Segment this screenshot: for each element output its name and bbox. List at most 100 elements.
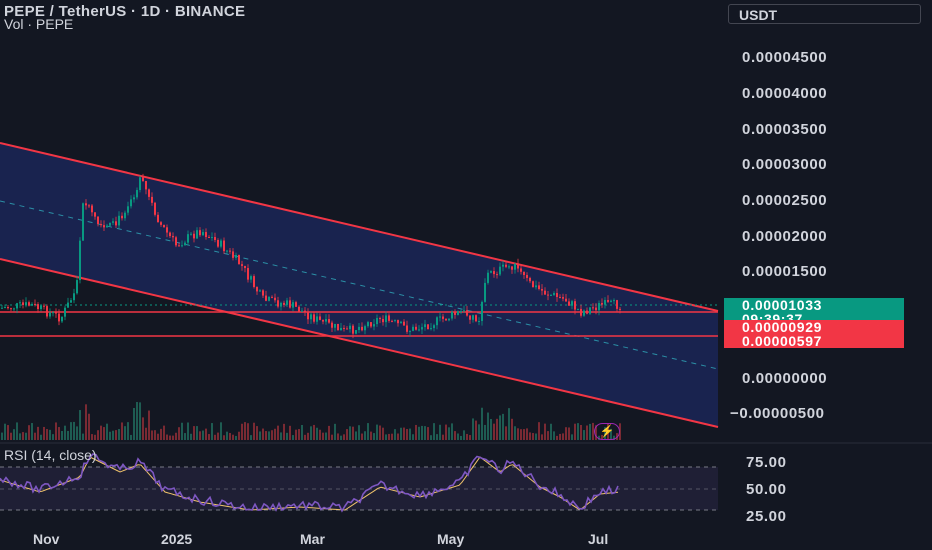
volume-bar <box>70 422 72 440</box>
candle-body <box>70 300 72 303</box>
volume-bar <box>370 431 372 440</box>
candle-body <box>586 310 588 314</box>
volume-bar <box>67 430 69 440</box>
candle-body <box>439 316 441 318</box>
volume-bar <box>133 408 135 440</box>
volume-bar <box>565 427 567 440</box>
volume-bar <box>412 434 414 440</box>
candle-body <box>43 305 45 307</box>
candle-body <box>469 315 471 320</box>
candle-body <box>325 319 327 322</box>
volume-bar <box>277 425 279 440</box>
candle-body <box>157 214 159 223</box>
volume-bar <box>76 426 78 440</box>
candle-body <box>229 250 231 252</box>
volume-bar <box>505 426 507 440</box>
volume-bar <box>274 428 276 440</box>
volume-bar <box>445 424 447 440</box>
symbol-title[interactable]: PEPE / TetherUS · 1D · BINANCE <box>4 3 246 20</box>
candle-body <box>418 329 420 331</box>
volume-bar <box>448 427 450 440</box>
candle-body <box>373 324 375 327</box>
volume-bar <box>265 431 267 440</box>
price-tick: 0.00002500 <box>742 192 828 209</box>
candle-body <box>358 326 360 331</box>
candle-body <box>490 271 492 273</box>
volume-bar <box>181 422 183 440</box>
volume-bar <box>7 425 9 440</box>
volume-bar <box>325 432 327 440</box>
volume-label[interactable]: Vol · PEPE <box>4 16 74 32</box>
volume-bar <box>373 433 375 440</box>
candle-body <box>535 285 537 288</box>
candle-body <box>313 314 315 322</box>
volume-bar <box>487 412 489 440</box>
candle-body <box>199 230 201 236</box>
lightning-icon[interactable]: ⚡ <box>594 423 620 440</box>
candle-body <box>34 303 36 305</box>
volume-bar <box>103 427 105 440</box>
volume-bar <box>91 434 93 440</box>
volume-bar <box>256 426 258 440</box>
currency-button[interactable]: USDT <box>728 4 921 24</box>
candle-body <box>394 320 396 322</box>
price-tick: 0.00004500 <box>742 49 828 66</box>
candle-body <box>427 324 429 330</box>
candle-body <box>1 307 3 309</box>
candle-body <box>115 221 117 226</box>
volume-bar <box>199 431 201 440</box>
candle-body <box>544 290 546 295</box>
candle-body <box>136 190 138 198</box>
volume-bar <box>31 423 33 440</box>
volume-bar <box>358 425 360 440</box>
candle-body <box>85 203 87 206</box>
candle-body <box>361 326 363 331</box>
volume-bar <box>460 435 462 440</box>
rsi-label[interactable]: RSI (14, close) <box>4 447 97 463</box>
candle-body <box>220 240 222 247</box>
volume-bar <box>343 434 345 440</box>
candle-body <box>295 302 297 307</box>
candle-body <box>145 181 147 190</box>
candle-body <box>349 325 351 330</box>
candle-body <box>508 266 510 268</box>
volume-bar <box>97 430 99 440</box>
candle-body <box>352 325 354 334</box>
candle-body <box>337 323 339 331</box>
candle-body <box>277 300 279 307</box>
candle-body <box>121 215 123 219</box>
candle-body <box>130 199 132 207</box>
candle-body <box>310 314 312 320</box>
volume-bar <box>64 425 66 440</box>
candle-body <box>430 328 432 330</box>
candle-body <box>109 222 111 226</box>
volume-bar <box>619 423 621 440</box>
volume-bar <box>106 423 108 440</box>
candle-body <box>523 271 525 276</box>
candle-body <box>154 202 156 215</box>
candle-body <box>94 212 96 217</box>
candle-body <box>91 205 93 213</box>
candle-body <box>571 301 573 306</box>
volume-bar <box>376 424 378 440</box>
candle-body <box>451 311 453 319</box>
candle-body <box>607 300 609 302</box>
candle-body <box>4 307 6 309</box>
volume-bar <box>61 430 63 440</box>
volume-bar <box>250 435 252 440</box>
candle-body <box>214 237 216 240</box>
candle-body <box>79 240 81 281</box>
candle-body <box>298 306 300 312</box>
candle-body <box>460 310 462 312</box>
volume-bar <box>415 424 417 440</box>
candle-body <box>151 196 153 203</box>
level-upper-tag: 0.00000929 <box>724 320 904 334</box>
price-tick: 0.00000000 <box>742 370 828 387</box>
volume-bar <box>391 433 393 440</box>
candle-body <box>235 255 237 258</box>
candle-body <box>184 242 186 246</box>
candle-body <box>268 296 270 301</box>
volume-bar <box>385 434 387 440</box>
candle-body <box>97 216 99 225</box>
